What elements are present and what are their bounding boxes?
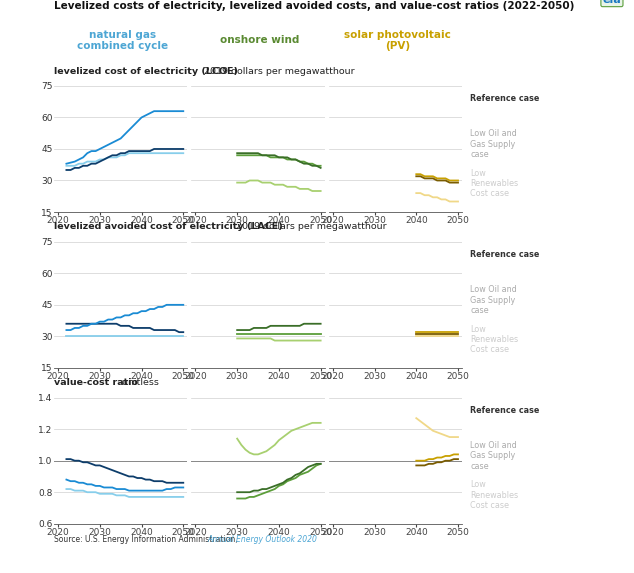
Text: eia: eia — [602, 0, 621, 5]
Text: levelized avoided cost of electricity (LACE): levelized avoided cost of electricity (L… — [54, 222, 283, 231]
Text: Low Oil and
Gas Supply
case: Low Oil and Gas Supply case — [470, 129, 517, 159]
Text: Low
Renewables
Cost case: Low Renewables Cost case — [470, 480, 519, 510]
Text: solar photovoltaic
(PV): solar photovoltaic (PV) — [344, 30, 451, 51]
Text: value-cost ratio: value-cost ratio — [54, 378, 138, 387]
Text: 2019 dollars per megawatthour: 2019 dollars per megawatthour — [201, 66, 354, 76]
Text: Source: U.S. Energy Information Administration,: Source: U.S. Energy Information Administ… — [54, 535, 240, 544]
Text: levelized cost of electricity (LCOE): levelized cost of electricity (LCOE) — [54, 66, 238, 76]
Text: 2019 dollars per megawatthour: 2019 dollars per megawatthour — [233, 222, 387, 231]
Text: natural gas
combined cycle: natural gas combined cycle — [77, 30, 168, 51]
Text: Low Oil and
Gas Supply
case: Low Oil and Gas Supply case — [470, 285, 517, 315]
Text: Reference case: Reference case — [470, 406, 540, 414]
Text: Low Oil and
Gas Supply
case: Low Oil and Gas Supply case — [470, 441, 517, 471]
Text: Reference case: Reference case — [470, 250, 540, 258]
Text: Annual Energy Outlook 2020: Annual Energy Outlook 2020 — [207, 535, 317, 544]
Text: Low
Renewables
Cost case: Low Renewables Cost case — [470, 324, 519, 354]
Text: Reference case: Reference case — [470, 94, 540, 103]
Text: unitless: unitless — [119, 378, 159, 387]
Text: Levelized costs of electricity, levelized avoided costs, and value-cost ratios (: Levelized costs of electricity, levelize… — [54, 1, 574, 11]
Text: onshore wind: onshore wind — [220, 36, 300, 45]
Text: Low
Renewables
Cost case: Low Renewables Cost case — [470, 168, 519, 198]
